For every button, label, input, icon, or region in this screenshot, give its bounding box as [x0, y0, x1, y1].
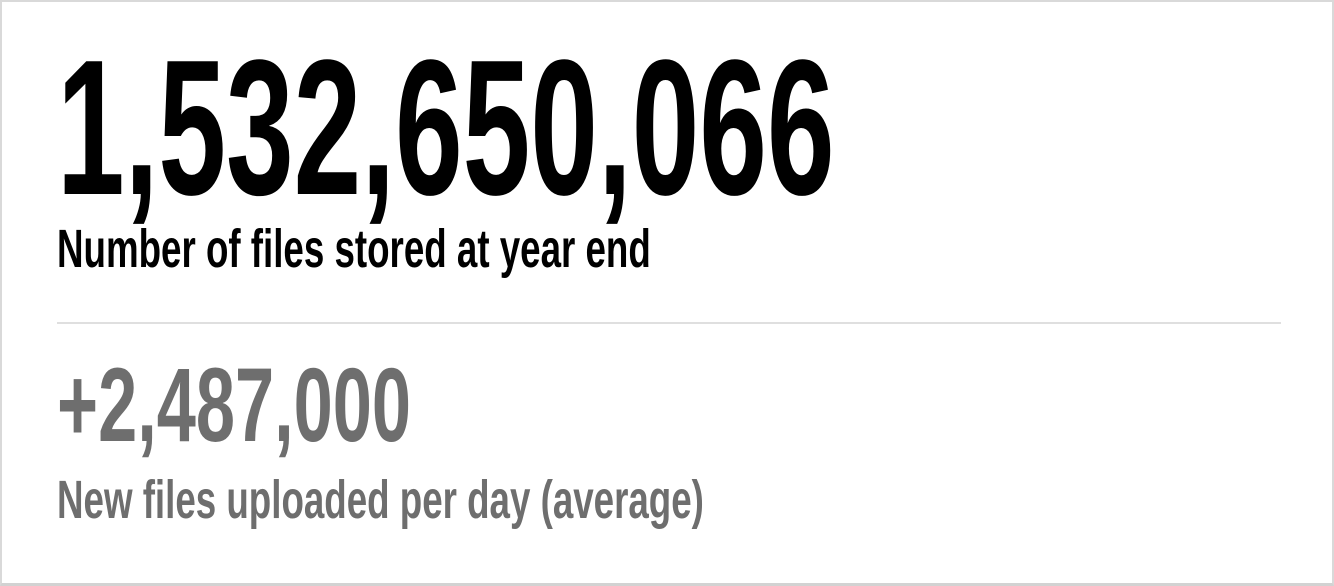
- primary-stat-label-text: Number of files stored at year end: [57, 219, 651, 279]
- primary-stat-value: 1,532,650,066: [57, 31, 1291, 224]
- secondary-stat-value: +2,487,000: [57, 353, 585, 458]
- secondary-stat-value-text: +2,487,000: [57, 347, 412, 464]
- stat-divider: [57, 322, 1281, 324]
- primary-stat-value-text: 1,532,650,066: [57, 19, 835, 235]
- secondary-stat-label: New files uploaded per day (average): [57, 473, 1008, 527]
- secondary-stat-label-text: New files uploaded per day (average): [57, 470, 704, 530]
- primary-stat-label: Number of files stored at year end: [57, 222, 930, 276]
